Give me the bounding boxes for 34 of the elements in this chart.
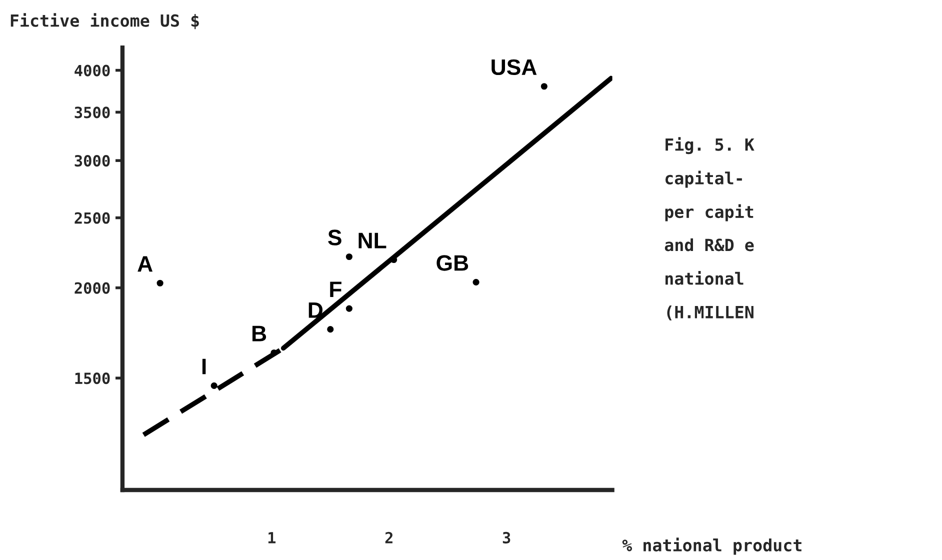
- y-tick-label: 1500: [75, 372, 110, 384]
- x-axis-title: % national product: [622, 538, 802, 555]
- data-label: USA: [492, 59, 537, 76]
- y-tick-label: 2000: [74, 282, 110, 294]
- data-label: GB: [436, 255, 468, 271]
- text: (H.MILLEN: [667, 306, 754, 320]
- y-tick-label: 3000: [74, 155, 110, 167]
- point: [346, 305, 352, 312]
- y-tick-label: 2500: [74, 212, 110, 224]
- x-tick-label: 3: [502, 532, 510, 544]
- text: national: [666, 271, 744, 285]
- point: [346, 253, 352, 260]
- text: per capit: [665, 204, 754, 222]
- data-label: I: [202, 358, 206, 374]
- point: [472, 278, 480, 286]
- data-label: F: [330, 282, 342, 297]
- data-label: A: [138, 256, 153, 272]
- point: [156, 280, 164, 286]
- text: capital-: [665, 170, 742, 188]
- text: and R&D e: [664, 238, 754, 252]
- data-label: D: [308, 302, 322, 318]
- data-label: NL: [358, 232, 386, 248]
- point: [210, 382, 218, 389]
- point: [270, 349, 278, 356]
- x-tick-label: 2: [385, 532, 392, 544]
- caption: Fig. 5. K: [666, 137, 754, 154]
- y-tick-label: 3500: [74, 106, 110, 118]
- y-axis-title: Fictive income US $: [10, 13, 199, 30]
- data-label: B: [252, 326, 266, 342]
- y-tick-label: 4000: [74, 64, 110, 76]
- x-tick-label: 1: [268, 532, 276, 544]
- point: [540, 83, 548, 90]
- point: [327, 326, 334, 333]
- data-label: S: [328, 230, 342, 246]
